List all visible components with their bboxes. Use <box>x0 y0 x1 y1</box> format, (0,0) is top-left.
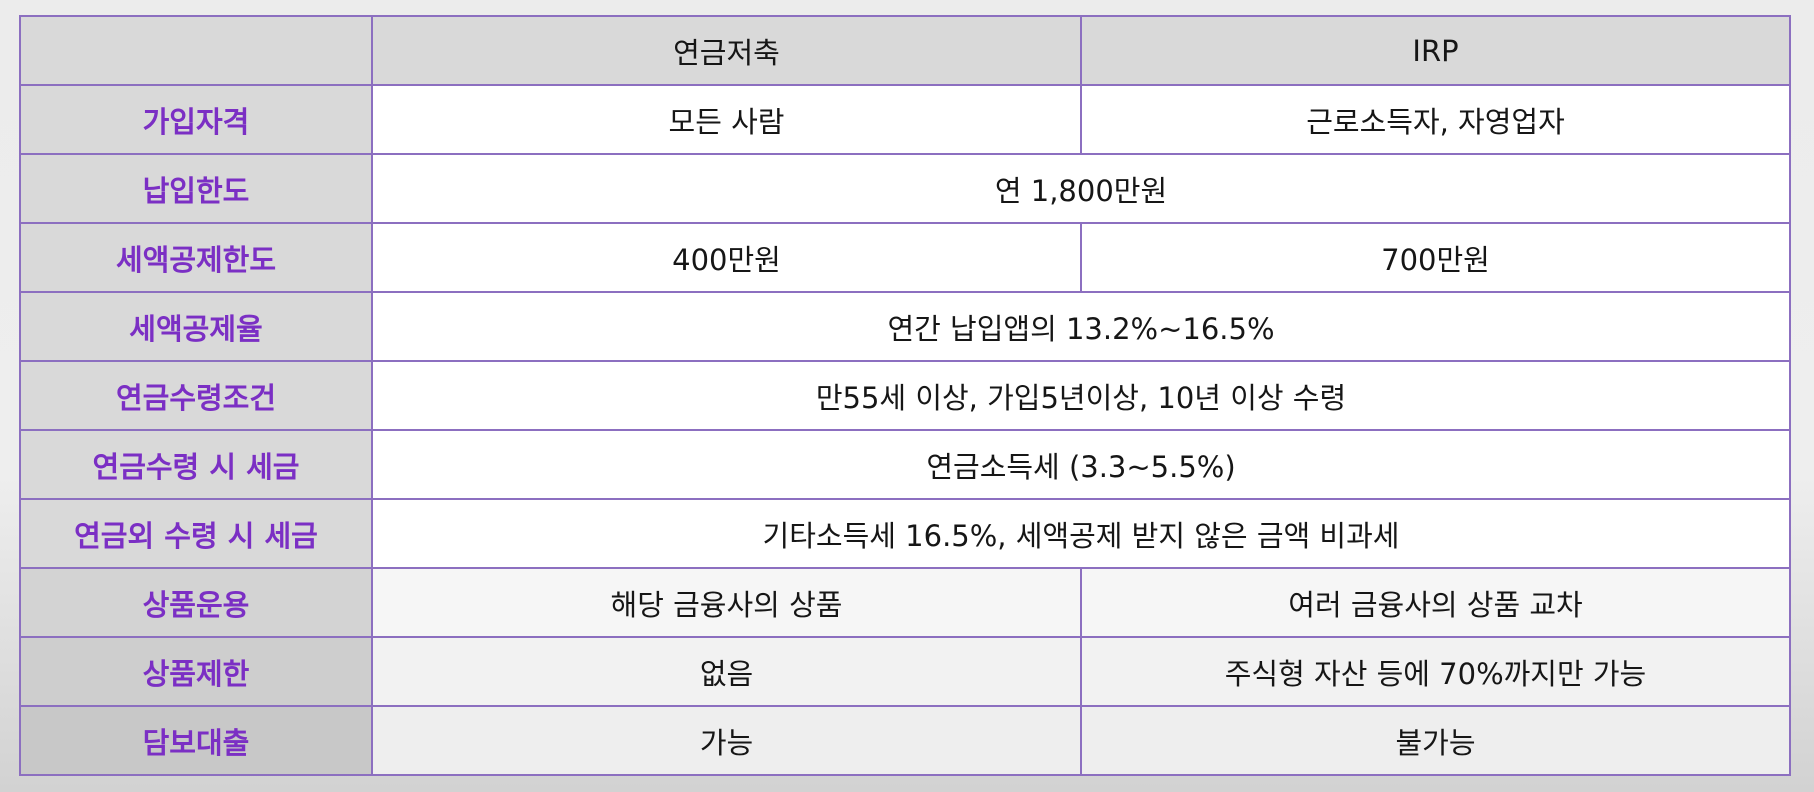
row-label-contribution-limit: 납입한도 <box>19 153 373 224</box>
header-row: 연금저축 IRP <box>19 15 1791 86</box>
row-label-product-management: 상품운용 <box>19 567 373 638</box>
cell-secured-loan-irp: 불가능 <box>1080 705 1791 776</box>
corner-header-cell <box>19 15 373 86</box>
table-row: 세액공제한도 400만원 700만원 <box>19 222 1791 293</box>
cell-contribution-limit: 연 1,800만원 <box>371 153 1791 224</box>
cell-product-management-irp: 여러 금융사의 상품 교차 <box>1080 567 1791 638</box>
row-label-payout-conditions: 연금수령조건 <box>19 360 373 431</box>
row-label-secured-loan: 담보대출 <box>19 705 373 776</box>
cell-product-restriction-irp: 주식형 자산 등에 70%까지만 가능 <box>1080 636 1791 707</box>
table-row: 세액공제율 연간 납입앱의 13.2%~16.5% <box>19 291 1791 362</box>
cell-eligibility-pension: 모든 사람 <box>371 84 1082 155</box>
row-label-pension-payout-tax: 연금수령 시 세금 <box>19 429 373 500</box>
row-label-eligibility: 가입자격 <box>19 84 373 155</box>
cell-product-restriction-pension: 없음 <box>371 636 1082 707</box>
cell-tax-credit-rate: 연간 납입앱의 13.2%~16.5% <box>371 291 1791 362</box>
cell-product-management-pension: 해당 금융사의 상품 <box>371 567 1082 638</box>
table-row: 연금외 수령 시 세금 기타소득세 16.5%, 세액공제 받지 않은 금액 비… <box>19 498 1791 569</box>
comparison-table-container: 연금저축 IRP 가입자격 모든 사람 근로소득자, 자영업자 납입한도 연 1… <box>19 15 1791 776</box>
row-label-non-pension-payout-tax: 연금외 수령 시 세금 <box>19 498 373 569</box>
cell-eligibility-irp: 근로소득자, 자영업자 <box>1080 84 1791 155</box>
header-pension-savings: 연금저축 <box>371 15 1082 86</box>
cell-payout-conditions: 만55세 이상, 가입5년이상, 10년 이상 수령 <box>371 360 1791 431</box>
cell-pension-payout-tax: 연금소득세 (3.3~5.5%) <box>371 429 1791 500</box>
cell-tax-credit-limit-pension: 400만원 <box>371 222 1082 293</box>
pension-comparison-table: 연금저축 IRP 가입자격 모든 사람 근로소득자, 자영업자 납입한도 연 1… <box>19 15 1791 776</box>
row-label-tax-credit-rate: 세액공제율 <box>19 291 373 362</box>
table-row: 납입한도 연 1,800만원 <box>19 153 1791 224</box>
cell-secured-loan-pension: 가능 <box>371 705 1082 776</box>
table-row: 연금수령조건 만55세 이상, 가입5년이상, 10년 이상 수령 <box>19 360 1791 431</box>
header-irp: IRP <box>1080 15 1791 86</box>
cell-non-pension-payout-tax: 기타소득세 16.5%, 세액공제 받지 않은 금액 비과세 <box>371 498 1791 569</box>
row-label-tax-credit-limit: 세액공제한도 <box>19 222 373 293</box>
row-label-product-restriction: 상품제한 <box>19 636 373 707</box>
table-row: 가입자격 모든 사람 근로소득자, 자영업자 <box>19 84 1791 155</box>
table-row: 상품운용 해당 금융사의 상품 여러 금융사의 상품 교차 <box>19 567 1791 638</box>
table-row: 상품제한 없음 주식형 자산 등에 70%까지만 가능 <box>19 636 1791 707</box>
table-row: 담보대출 가능 불가능 <box>19 705 1791 776</box>
table-row: 연금수령 시 세금 연금소득세 (3.3~5.5%) <box>19 429 1791 500</box>
cell-tax-credit-limit-irp: 700만원 <box>1080 222 1791 293</box>
